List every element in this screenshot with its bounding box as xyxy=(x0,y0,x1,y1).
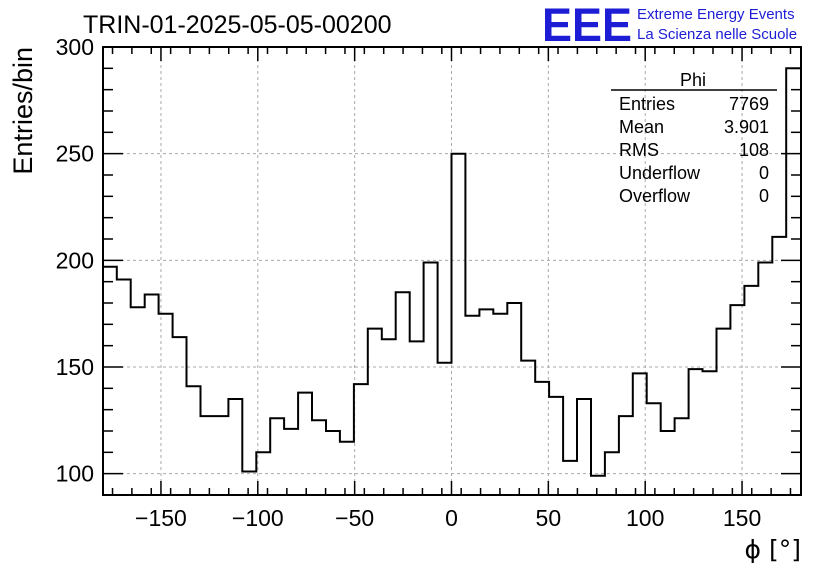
stats-row-label: Entries xyxy=(619,94,675,114)
y-axis-label: Entries/bin xyxy=(8,47,38,175)
stats-row-label: RMS xyxy=(619,140,659,160)
x-axis-label: ϕ [°] xyxy=(745,535,801,564)
stats-rows: Entries 7769 Mean 3.901 RMS 108 Underflow 0 Over… xyxy=(619,94,769,206)
y-tick-label: 150 xyxy=(56,354,94,380)
y-tick-label: 200 xyxy=(56,247,94,273)
stats-row-value: 108 xyxy=(739,140,769,160)
y-tick-label: 100 xyxy=(56,461,94,487)
stats-row-value: 3.901 xyxy=(724,117,769,137)
y-tick-label: 250 xyxy=(56,141,94,167)
histogram-line xyxy=(102,67,801,477)
logo-line-2: La Scienza nelle Scuole xyxy=(637,26,797,43)
axis-ticks: −150 −100 −50 0 50 100 150 100 150 200 250 300 xyxy=(56,34,801,531)
x-tick-label: 50 xyxy=(536,505,562,531)
y-tick-label: 300 xyxy=(56,34,94,60)
chart-title: TRIN-01-2025-05-05-00200 xyxy=(83,11,392,39)
x-tick-label: 150 xyxy=(723,505,761,531)
stats-row-label: Overflow xyxy=(619,186,691,206)
x-tick-label: −50 xyxy=(335,505,374,531)
logo-line-1: Extreme Energy Events xyxy=(637,6,795,23)
x-tick-label: 0 xyxy=(445,505,458,531)
stats-row-value: 0 xyxy=(759,163,769,183)
stats-row-label: Mean xyxy=(619,117,664,137)
stats-row-value: 7769 xyxy=(729,94,769,114)
logo-mark: EEE xyxy=(542,0,632,51)
x-tick-label: 100 xyxy=(626,505,664,531)
x-tick-label: −100 xyxy=(232,505,284,531)
stats-row-label: Underflow xyxy=(619,163,701,183)
eee-logo: EEE Extreme Energy Events La Scienza nel… xyxy=(542,0,797,51)
stats-box: Phi Entries 7769 Mean 3.901 RMS 108 Underflow 0… xyxy=(611,70,777,206)
stats-row-value: 0 xyxy=(759,186,769,206)
x-tick-label: −150 xyxy=(135,505,187,531)
stats-title: Phi xyxy=(680,70,706,90)
